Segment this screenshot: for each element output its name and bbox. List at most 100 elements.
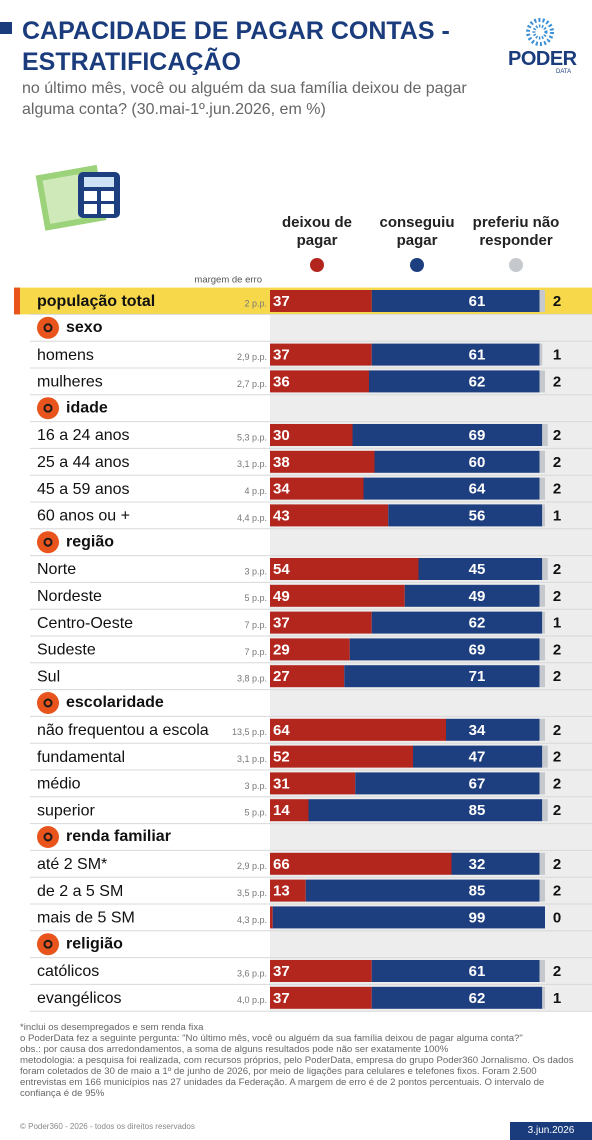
- bar-segment: [542, 986, 545, 1009]
- bar-segment: [270, 772, 356, 795]
- bar-segment: [374, 450, 540, 473]
- value-label: 2: [553, 427, 561, 444]
- margin-label: 5 p.p.: [244, 808, 267, 818]
- section-label: idade: [66, 399, 108, 416]
- value-label: 45: [469, 561, 486, 578]
- highlight-marker: [14, 287, 20, 315]
- notes: *inclui os desempregados e sem renda fix…: [20, 1022, 580, 1099]
- category-label: Nordeste: [37, 588, 102, 605]
- margin-label: 3,8 p.p.: [237, 674, 267, 684]
- value-label: 27: [273, 668, 290, 685]
- value-label: 2: [553, 588, 561, 605]
- bar-segment: [305, 879, 540, 902]
- bar-segment: [539, 960, 545, 982]
- margin-label: 7 p.p.: [244, 620, 267, 630]
- section-label: sexo: [66, 319, 103, 336]
- value-label: 62: [469, 990, 486, 1007]
- section-icon: [37, 531, 59, 554]
- category-label: 16 a 24 anos: [37, 427, 130, 444]
- value-label: 0: [553, 909, 561, 926]
- bar-segment: [418, 558, 543, 580]
- value-label: 2: [553, 963, 561, 980]
- margin-label: 5,3 p.p.: [237, 432, 267, 442]
- margin-label: 3,6 p.p.: [237, 968, 267, 978]
- value-label: 2: [553, 481, 561, 498]
- value-label: 2: [553, 641, 561, 658]
- value-label: 49: [469, 588, 486, 605]
- category-label: fundamental: [37, 749, 125, 766]
- bar-segment: [270, 370, 369, 393]
- category-label: até 2 SM*: [37, 856, 107, 873]
- margin-label: 2,9 p.p.: [237, 861, 267, 871]
- bar-segment: [542, 424, 548, 446]
- bar-segment: [270, 477, 364, 500]
- bar-segment: [369, 370, 540, 393]
- bar-segment: [539, 665, 545, 688]
- icon-glyph: [43, 323, 53, 333]
- bar-segment: [539, 879, 545, 902]
- bar-segment: [344, 665, 540, 688]
- section-icon: [37, 933, 59, 956]
- bar-segment: [413, 745, 543, 768]
- margin-label: 2 p.p.: [244, 298, 267, 308]
- category-label: Sul: [37, 668, 60, 685]
- bar-segment: [270, 290, 372, 312]
- icon-glyph: [43, 832, 53, 842]
- icon-circle: [37, 316, 59, 339]
- category-label: 60 anos ou +: [37, 508, 130, 525]
- icon-circle: [37, 531, 59, 554]
- bar-segment: [539, 584, 545, 607]
- value-label: 1: [553, 347, 561, 364]
- legend-swatch: [509, 258, 523, 272]
- value-label: 2: [553, 561, 561, 578]
- value-label: 2: [553, 293, 561, 310]
- category-label: católicos: [37, 963, 99, 980]
- category-label: homens: [37, 347, 94, 364]
- icon-circle: [37, 397, 59, 420]
- bar-segment: [270, 906, 273, 929]
- bar-segment: [270, 745, 413, 768]
- bar-segment: [539, 343, 543, 366]
- bar-segment: [270, 424, 353, 446]
- value-label: 61: [469, 347, 486, 364]
- value-label: 2: [553, 722, 561, 739]
- value-label: 66: [273, 856, 290, 873]
- value-label: 2: [553, 454, 561, 471]
- value-label: 56: [469, 507, 486, 524]
- value-label: 62: [469, 373, 486, 390]
- bar-segment: [539, 290, 545, 312]
- bar-segment: [539, 852, 545, 875]
- value-label: 47: [469, 749, 486, 766]
- value-label: 64: [469, 481, 486, 498]
- bar-segment: [371, 290, 540, 312]
- value-label: 69: [469, 641, 486, 658]
- value-label: 69: [469, 427, 486, 444]
- bar-segment: [371, 986, 543, 1009]
- bar-segment: [270, 584, 405, 607]
- category-label: Sudeste: [37, 642, 96, 659]
- value-label: 85: [469, 802, 486, 819]
- icon-glyph: [43, 403, 53, 413]
- value-label: 32: [469, 856, 486, 873]
- value-label: 61: [469, 963, 486, 980]
- icon-circle: [37, 933, 59, 956]
- bar-segment: [355, 772, 540, 795]
- margin-label: 3,5 p.p.: [237, 888, 267, 898]
- value-label: 34: [469, 722, 486, 739]
- category-label: população total: [37, 293, 155, 310]
- legend-swatch: [410, 258, 424, 272]
- value-label: 13: [273, 883, 290, 900]
- category-label: mais de 5 SM: [37, 910, 135, 927]
- section-icon: [37, 692, 59, 714]
- bar-segment: [539, 638, 545, 661]
- bar-segment: [388, 504, 543, 527]
- bar-segment: [270, 343, 372, 366]
- icon-glyph: [43, 698, 53, 708]
- bar-segment: [542, 799, 548, 822]
- section-label: escolaridade: [66, 694, 164, 711]
- value-label: 37: [273, 963, 290, 980]
- bar-segment: [270, 718, 446, 741]
- category-label: evangélicos: [37, 990, 122, 1007]
- value-label: 30: [273, 427, 290, 444]
